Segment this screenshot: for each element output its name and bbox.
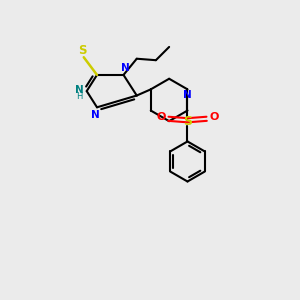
Text: O: O [209,112,219,122]
Text: S: S [78,44,86,57]
Text: N: N [183,90,192,100]
Text: H: H [76,92,83,101]
Text: S: S [183,115,192,128]
Text: O: O [156,112,166,122]
Text: N: N [121,63,129,73]
Text: N: N [91,110,100,120]
Text: N: N [75,85,84,94]
